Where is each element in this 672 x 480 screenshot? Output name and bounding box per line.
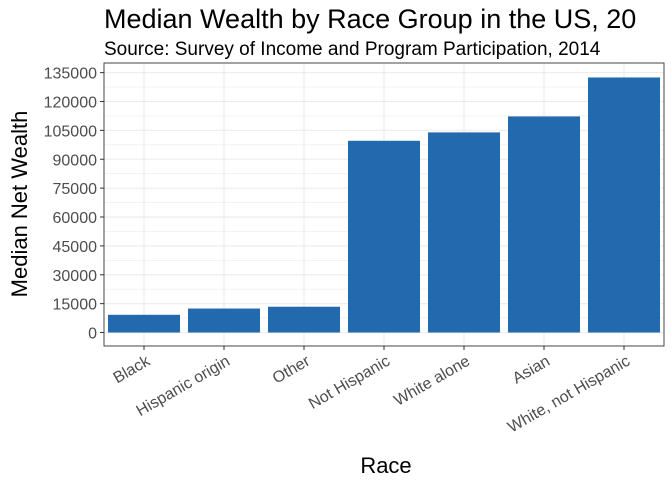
bar: [268, 306, 340, 333]
bar: [588, 77, 660, 333]
x-tick-label: Other: [270, 352, 314, 387]
x-tick-label: Black: [111, 352, 154, 387]
y-tick-label: 135000: [44, 66, 97, 83]
bar: [188, 308, 260, 333]
y-tick-label: 45000: [53, 239, 98, 256]
bar: [428, 132, 500, 333]
y-tick-label: 120000: [44, 95, 97, 112]
y-axis-title: Median Net Wealth: [7, 111, 32, 298]
x-tick-label: Not Hispanic: [306, 353, 393, 413]
chart-title: Median Wealth by Race Group in the US, 2…: [104, 4, 636, 34]
chart-subtitle: Source: Survey of Income and Program Par…: [104, 39, 601, 60]
y-axis: 0 15000 30000 45000 60000 75000 90000 105000 120…: [44, 66, 104, 343]
x-tick-label: White alone: [391, 353, 473, 410]
x-tick-label: Asian: [510, 353, 553, 388]
bar: [348, 140, 420, 333]
y-tick-label: 0: [88, 326, 97, 343]
x-axis-title: Race: [360, 453, 411, 478]
bar: [108, 314, 180, 333]
bars: [108, 77, 660, 333]
bar: [508, 116, 580, 333]
y-tick-label: 105000: [44, 123, 97, 140]
y-tick-label: 75000: [53, 181, 98, 198]
y-tick-label: 15000: [53, 297, 98, 314]
y-tick-label: 30000: [53, 268, 98, 285]
y-tick-label: 60000: [53, 210, 98, 227]
y-tick-label: 90000: [53, 152, 98, 169]
